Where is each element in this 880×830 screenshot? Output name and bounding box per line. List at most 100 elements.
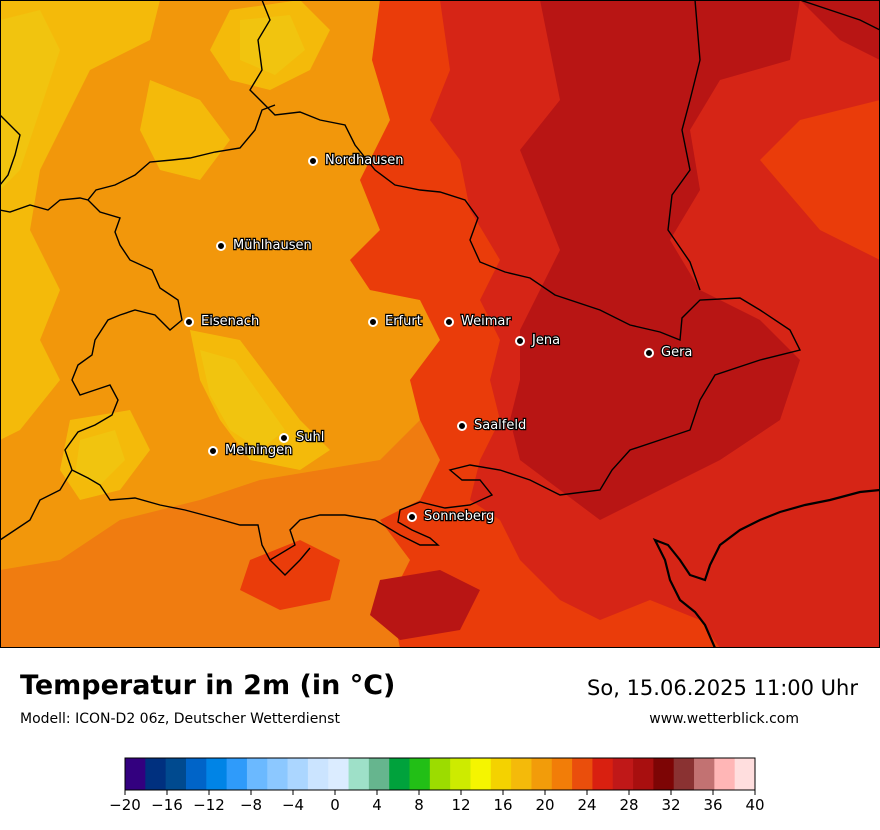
color-scale-swatch [246, 758, 268, 790]
city-label: Sonneberg [424, 509, 494, 524]
color-scale-swatch [389, 758, 410, 790]
color-scale-swatch [185, 758, 207, 790]
city-sonneberg: Sonneberg [407, 508, 496, 525]
city-label: Eisenach [201, 314, 259, 329]
forecast-datetime: So, 15.06.2025 11:00 Uhr [587, 676, 858, 700]
city-saalfeld: Saalfeld [457, 417, 527, 434]
color-scale-swatch [287, 758, 309, 790]
website-link[interactable]: www.wetterblick.com [649, 711, 799, 727]
color-scale-tick-label: −20 [109, 796, 141, 814]
city-label: Mühlhausen [233, 238, 312, 253]
state-border [0, 469, 73, 541]
color-scale-tick-label: 8 [414, 796, 424, 814]
color-scale-swatch [125, 758, 146, 790]
state-border [0, 114, 21, 186]
color-scale-swatch [531, 758, 553, 790]
color-scale-tick-label: −4 [282, 796, 304, 814]
city-label: Nordhausen [325, 153, 404, 168]
color-scale-tick-label: 20 [535, 796, 554, 814]
color-scale-swatch [673, 758, 695, 790]
color-scale-swatch [429, 758, 451, 790]
state-border [667, 0, 701, 291]
color-scale-tick-label: 40 [745, 796, 764, 814]
color-scale-bars [125, 758, 756, 790]
color-scale-swatch [348, 758, 370, 790]
color-scale-ticks: −20 −16 −12 −8 −4 0 4 8 12 16 20 24 28 32 36 40 [109, 790, 765, 814]
color-scale-tick-label: 24 [577, 796, 596, 814]
map-title: Temperatur in 2m (in °C) [20, 670, 396, 701]
temperature-map: Nordhausen Mühlhausen Eisenach Erfurt We… [0, 0, 880, 648]
city-muehlhausen: Mühlhausen [216, 237, 313, 254]
city-label: Erfurt [385, 314, 422, 329]
city-marker-icon [184, 317, 194, 327]
color-scale-swatch [165, 758, 187, 790]
color-scale-swatch [470, 758, 492, 790]
color-scale-swatch [714, 758, 736, 790]
city-weimar: Weimar [444, 313, 513, 330]
color-scale-legend: −20 −16 −12 −8 −4 0 4 8 12 16 20 24 28 32 36 40 [109, 757, 765, 814]
temp-field-18 [0, 0, 330, 500]
city-gera: Gera [644, 344, 694, 361]
color-scale-swatch [368, 758, 390, 790]
model-source: Modell: ICON-D2 06z, Deutscher Wetterdie… [20, 711, 340, 727]
color-scale-swatch [409, 758, 431, 790]
color-scale-tick-label: −16 [151, 796, 183, 814]
color-scale-tick-label: 12 [451, 796, 470, 814]
city-eisenach: Eisenach [184, 313, 260, 330]
city-marker-icon [368, 317, 378, 327]
color-scale-swatch [226, 758, 248, 790]
color-scale-swatch [612, 758, 634, 790]
color-scale-swatch [206, 758, 228, 790]
color-scale-tick-label: −12 [193, 796, 225, 814]
color-scale-swatch [653, 758, 675, 790]
temp-field-28 [370, 0, 880, 640]
color-scale-tick-label: 16 [493, 796, 512, 814]
city-label: Saalfeld [474, 418, 526, 433]
color-scale-tick-label: 4 [372, 796, 382, 814]
color-scale-swatch [551, 758, 573, 790]
color-scale-swatch [145, 758, 167, 790]
city-label: Weimar [461, 314, 511, 329]
temp-field-16 [0, 10, 305, 485]
city-marker-icon [208, 446, 218, 456]
color-scale-swatch [267, 758, 288, 790]
color-scale-tick-label: 36 [703, 796, 722, 814]
color-scale-swatch [592, 758, 614, 790]
state-border [799, 0, 880, 31]
city-jena: Jena [515, 332, 561, 349]
color-scale-tick-label: 0 [330, 796, 340, 814]
color-scale-frame [124, 757, 756, 791]
map-footer: Temperatur in 2m (in °C) Modell: ICON-D2… [0, 648, 880, 830]
national-border [652, 488, 880, 648]
city-marker-icon [216, 241, 226, 251]
color-scale-swatch [734, 758, 756, 790]
city-label: Gera [661, 345, 692, 360]
color-scale-swatch [572, 758, 593, 790]
color-scale-swatch [633, 758, 654, 790]
city-suhl: Suhl [279, 429, 326, 446]
color-scale-swatch [490, 758, 512, 790]
color-scale-swatch [450, 758, 471, 790]
color-scale-tick-label: 28 [619, 796, 638, 814]
color-scale-swatch [307, 758, 329, 790]
color-scale-tick-label: −8 [240, 796, 262, 814]
city-label: Meiningen [225, 443, 292, 458]
color-scale-swatch [511, 758, 532, 790]
city-label: Jena [531, 333, 560, 348]
city-erfurt: Erfurt [368, 313, 423, 330]
city-label: Suhl [296, 430, 324, 445]
city-meiningen: Meiningen [208, 442, 294, 459]
state-border [64, 0, 802, 561]
city-marker-icon [407, 512, 417, 522]
city-marker-icon [515, 336, 525, 346]
city-nordhausen: Nordhausen [308, 152, 405, 169]
city-marker-icon [444, 317, 454, 327]
city-marker-icon [457, 421, 467, 431]
city-marker-icon [308, 156, 318, 166]
color-scale-swatch [328, 758, 349, 790]
color-scale-tick-label: 32 [661, 796, 680, 814]
color-scale-swatch [694, 758, 715, 790]
city-marker-icon [279, 433, 289, 443]
state-border [269, 547, 311, 576]
city-marker-icon [644, 348, 654, 358]
